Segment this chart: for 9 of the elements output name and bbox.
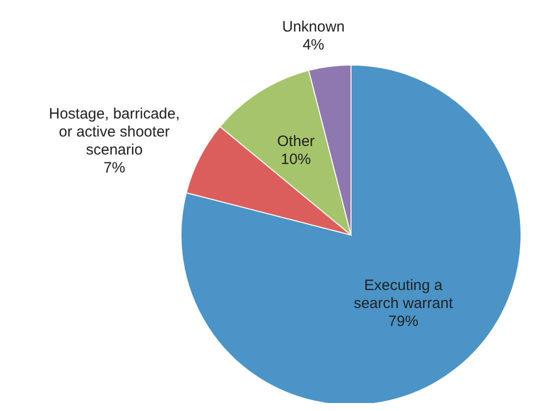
data-label: 10% <box>280 151 311 168</box>
slice-label: Executing a search warrant <box>354 276 454 312</box>
pie-slice <box>180 64 522 403</box>
slice-label: Hostage, barricade, or active shooter scenario <box>48 105 180 158</box>
data-label: 4% <box>302 36 324 54</box>
slice-label: Other <box>277 133 315 150</box>
slice-label: Unknown <box>282 18 345 36</box>
data-label: 7% <box>103 159 126 176</box>
data-label: 79% <box>388 312 418 330</box>
